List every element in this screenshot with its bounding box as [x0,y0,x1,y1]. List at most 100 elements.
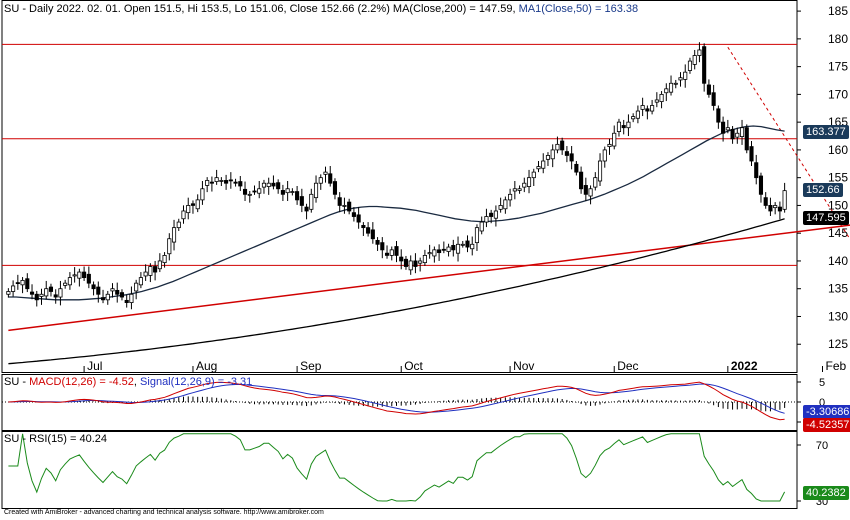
macd-label: MACD(12,26) = -4.52 [29,376,134,388]
rsi-prefix: SU - [4,433,30,445]
signal-tag: -3.30686 [803,405,850,419]
candle-body [380,242,385,251]
candle-body [332,181,338,195]
candle-body [673,82,678,85]
candle-body [607,143,612,147]
candle-body [432,249,437,257]
candle-body [697,49,702,56]
candle-body [361,225,366,229]
candle-body [749,146,754,162]
candle-body [167,238,172,255]
candle-body [574,163,579,173]
candle-body [612,132,617,147]
ma200-tag: 147.595 [803,211,849,225]
candle-body [403,258,409,267]
x-label-Feb: Feb [826,359,847,373]
candle-body [86,273,91,284]
header-line: SU - Daily 2022. 02. 01. Open 151.5, Hi … [4,3,390,15]
candle-body [777,206,782,212]
price-tick-label: 145 [828,226,848,240]
candle-body [110,288,115,292]
candle-body [389,249,394,256]
candle-body [773,205,778,209]
candle-body [739,127,745,137]
candle-body [157,260,162,270]
candle-body [295,191,300,201]
candle-body [105,293,110,301]
candle-body [15,282,20,285]
candle-body [437,249,442,254]
candle-body [247,193,252,196]
candle-body [446,246,451,252]
candle-body [754,162,759,179]
candle-body [664,88,669,94]
candle-body [356,214,361,223]
candle-body [342,205,347,207]
price-tick-label: 130 [828,309,848,323]
x-label-Oct: Oct [404,359,423,373]
rsi-tick-label: 70 [816,440,828,452]
pane-frame-0 [1,0,798,373]
macd-tag: -4.52357 [803,418,850,432]
price-tick-label: 125 [828,337,848,351]
candle-body [290,191,295,193]
candle-body [162,255,167,264]
candle-body [616,121,622,132]
x-label-2022: 2022 [731,359,758,373]
candle-body [77,271,82,279]
candle-body [195,199,200,210]
price-tick-label: 140 [828,254,848,268]
price-tick-label: 170 [828,87,848,101]
candle-body [384,252,390,256]
candle-body [536,166,541,170]
candle-body [541,160,546,169]
ma200-line [8,218,785,365]
candle-body [176,221,181,229]
candle-body [451,245,456,251]
candle-body [266,182,271,187]
candle-body [119,292,125,298]
rsi-line [8,433,786,502]
candle-body [190,203,196,206]
candle-body [687,60,693,71]
candle-body [214,177,219,182]
candle-body [25,278,30,290]
candle-body [631,116,636,120]
candle-body [313,182,319,199]
candle-body [650,105,655,112]
candle-body [465,240,470,248]
candle-body [351,212,356,217]
candle-body [522,182,527,188]
rsi-tag: 40.2382 [803,486,849,500]
price-tick-label: 160 [828,143,848,157]
candle-body [716,108,721,123]
candle-body [588,188,593,197]
candle-body [82,271,87,279]
candle-body [323,171,328,175]
candle-body [758,175,764,195]
candle-body [569,153,574,162]
candle-body [735,132,740,138]
candle-body [427,252,432,255]
candle-body [72,274,77,277]
macd-tick-label: 0 [819,397,825,409]
candle-body [654,99,659,103]
candle-body [418,260,423,264]
price-tick-label: 180 [828,32,848,46]
candle-body [347,201,352,212]
candle-body [645,108,650,112]
candle-body [531,171,536,179]
x-label-Sep: Sep [300,359,322,373]
candle-body [602,149,607,162]
candle-body [318,177,323,184]
candle-body [252,190,257,193]
candle-body [470,243,475,250]
candle-body [555,143,560,151]
candle-body [100,297,106,301]
candle-body [20,279,25,286]
close-tag: 152.66 [803,183,843,197]
footer-credit: Created with AmiBroker - advanced charti… [4,509,324,516]
candle-body [725,127,730,131]
candle-body [96,286,101,295]
